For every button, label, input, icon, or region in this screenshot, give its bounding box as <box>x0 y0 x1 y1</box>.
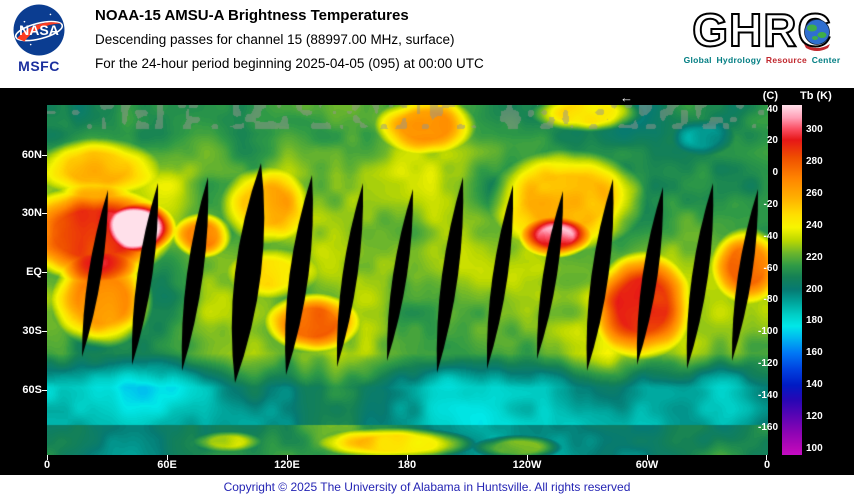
nasa-logo[interactable]: NASA <box>10 4 68 56</box>
lat-label-60n: 60N <box>21 149 42 161</box>
lat-label-eq: EQ <box>26 266 42 278</box>
nasa-block: NASA MSFC <box>10 4 68 74</box>
colorbar-tick-kelvin: 140 <box>806 379 823 390</box>
lat-tick <box>42 272 47 273</box>
lon-label-180: 180 <box>397 459 417 471</box>
globe-icon <box>804 19 830 51</box>
page-title: NOAA-15 AMSU-A Brightness Temperatures <box>95 7 409 24</box>
colorbar-tick-kelvin: 200 <box>806 283 823 295</box>
msfc-label: MSFC <box>18 58 60 74</box>
colorbar-tick-celsius: 0 <box>772 167 778 179</box>
colorbar-tick-celsius: 20 <box>766 135 778 147</box>
colorbar-tick-celsius: -80 <box>763 294 778 306</box>
lat-tick <box>42 213 47 214</box>
colorbar-tick-celsius: -40 <box>763 230 778 242</box>
lon-tick <box>766 455 767 460</box>
nasa-logo-text: NASA <box>19 22 59 38</box>
lon-tick <box>527 455 528 460</box>
colorbar-tick-kelvin: 180 <box>806 315 823 327</box>
ghrc-tagline-word: Hydrology <box>716 55 762 65</box>
copyright-text: Copyright © 2025 The University of Alaba… <box>223 480 631 494</box>
lon-tick <box>287 455 288 460</box>
lon-label-120e: 120E <box>274 459 300 471</box>
lon-label-0w: 0 <box>763 459 771 471</box>
colorbar-tick-kelvin: 280 <box>806 156 823 168</box>
colorbar-unit-kelvin: Tb (K) <box>800 90 832 102</box>
colorbar-tick-celsius: -20 <box>763 198 778 210</box>
plot-area: ← 60N 30N EQ 30S 60S 0 60E 120E 180 120W… <box>0 88 854 475</box>
lon-label-0e: 0 <box>43 459 51 471</box>
title-block: NOAA-15 AMSU-A Brightness Temperatures D… <box>95 7 484 71</box>
arrow-icon: ← <box>620 90 633 105</box>
colorbar-unit-celsius: (C) <box>762 90 778 102</box>
colorbar-tick-kelvin: 260 <box>806 188 823 200</box>
ghrc-tagline: Global Hydrology Resource Center <box>676 55 848 65</box>
colorbar-tick-celsius: -120 <box>757 358 778 370</box>
map-canvas <box>47 105 768 455</box>
colorbar-tick-celsius: -100 <box>757 326 778 338</box>
lat-label-60s: 60S <box>22 384 42 396</box>
lon-tick <box>647 455 648 460</box>
ghrc-tagline-word: Resource <box>765 55 808 65</box>
colorbar-tick-kelvin: 220 <box>806 251 823 263</box>
footer: Copyright © 2025 The University of Alaba… <box>0 475 854 502</box>
colorbar-tick-celsius: -160 <box>757 421 778 433</box>
colorbar-tick-kelvin: 300 <box>806 124 823 136</box>
lat-label-30n: 30N <box>21 207 42 219</box>
lon-tick <box>47 455 48 460</box>
lon-label-60e: 60E <box>157 459 177 471</box>
ghrc-tagline-word: Center <box>811 55 841 65</box>
page-subtitle: Descending passes for channel 15 (88997.… <box>95 32 455 47</box>
ghrc-tagline-word: Global <box>683 55 712 65</box>
lon-tick <box>167 455 168 460</box>
lat-tick <box>42 390 47 391</box>
lon-label-60w: 60W <box>635 459 659 471</box>
header: NASA MSFC NOAA-15 AMSU-A Brightness Temp… <box>0 0 854 88</box>
lat-tick <box>42 155 47 156</box>
lon-tick <box>407 455 408 460</box>
colorbar-gradient <box>782 105 802 455</box>
lon-label-120w: 120W <box>512 459 542 471</box>
nasa-meatball-icon: NASA <box>13 4 65 56</box>
colorbar-tick-kelvin: 120 <box>806 410 823 422</box>
colorbar-tick-celsius: -140 <box>757 389 778 401</box>
page-period-line: For the 24-hour period beginning 2025-04… <box>95 56 484 71</box>
ghrc-logo[interactable]: GHRC Global Hydrology Resource Center <box>676 2 848 65</box>
colorbar-tick-celsius: 40 <box>766 103 778 115</box>
lat-tick <box>42 331 47 332</box>
colorbar-tick-kelvin: 160 <box>806 347 823 359</box>
colorbar-tick-celsius: -60 <box>763 262 778 274</box>
colorbar-tick-kelvin: 240 <box>806 219 823 231</box>
colorbar-tick-kelvin: 100 <box>806 442 823 454</box>
lat-label-30s: 30S <box>22 325 42 337</box>
